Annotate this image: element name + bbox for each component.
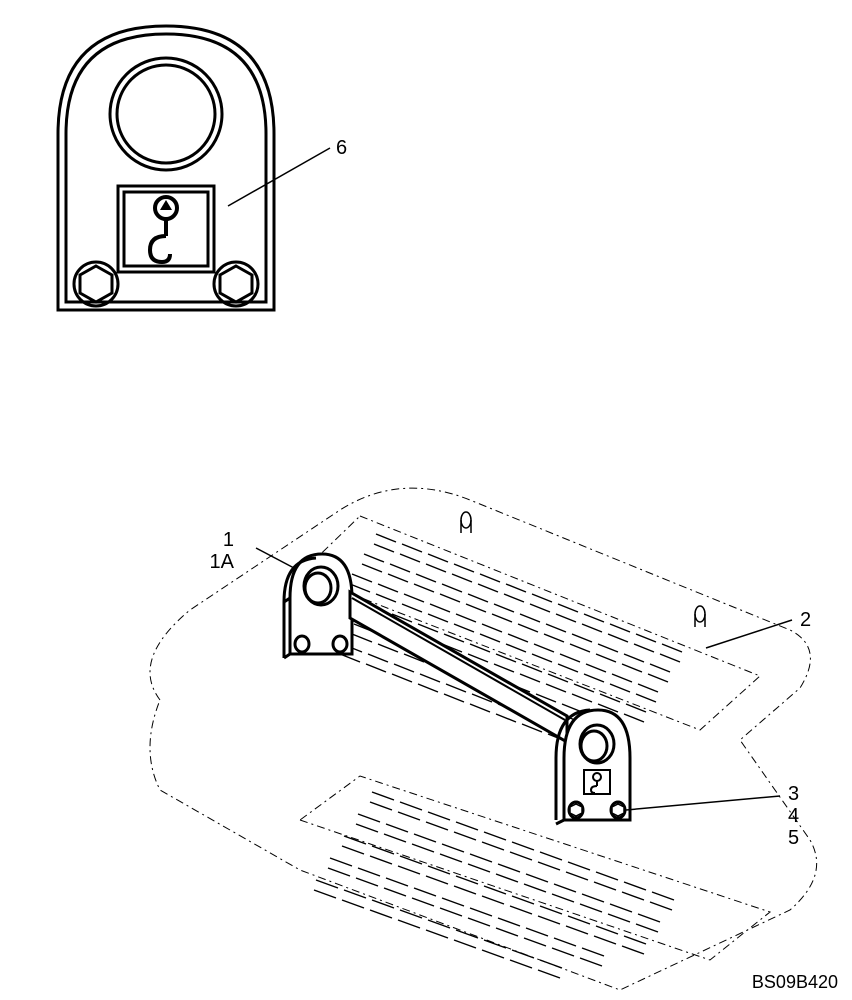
callout-6: 6 bbox=[336, 137, 347, 159]
callout-4: 4 bbox=[788, 805, 799, 827]
cab-top-grid bbox=[314, 534, 682, 742]
callout-5: 5 bbox=[788, 827, 799, 849]
callout-3: 3 bbox=[788, 783, 799, 805]
lift-plate-left bbox=[284, 554, 352, 658]
callout-1a: 1A bbox=[210, 551, 235, 573]
bolt-hole-left bbox=[74, 262, 118, 306]
callout-labels: 6 1 1A 2 3 4 5 bbox=[210, 137, 812, 849]
callout-1: 1 bbox=[223, 529, 234, 551]
lift-point-decal bbox=[118, 186, 214, 272]
bolt-hole-right bbox=[214, 262, 258, 306]
drawing-id: BS09B420 bbox=[752, 972, 838, 992]
callout-2: 2 bbox=[800, 609, 811, 631]
detail-lift-plate bbox=[58, 26, 274, 310]
parts-diagram: 6 1 1A 2 3 4 5 BS09B420 bbox=[0, 0, 852, 1000]
cab-phantom bbox=[150, 488, 817, 990]
